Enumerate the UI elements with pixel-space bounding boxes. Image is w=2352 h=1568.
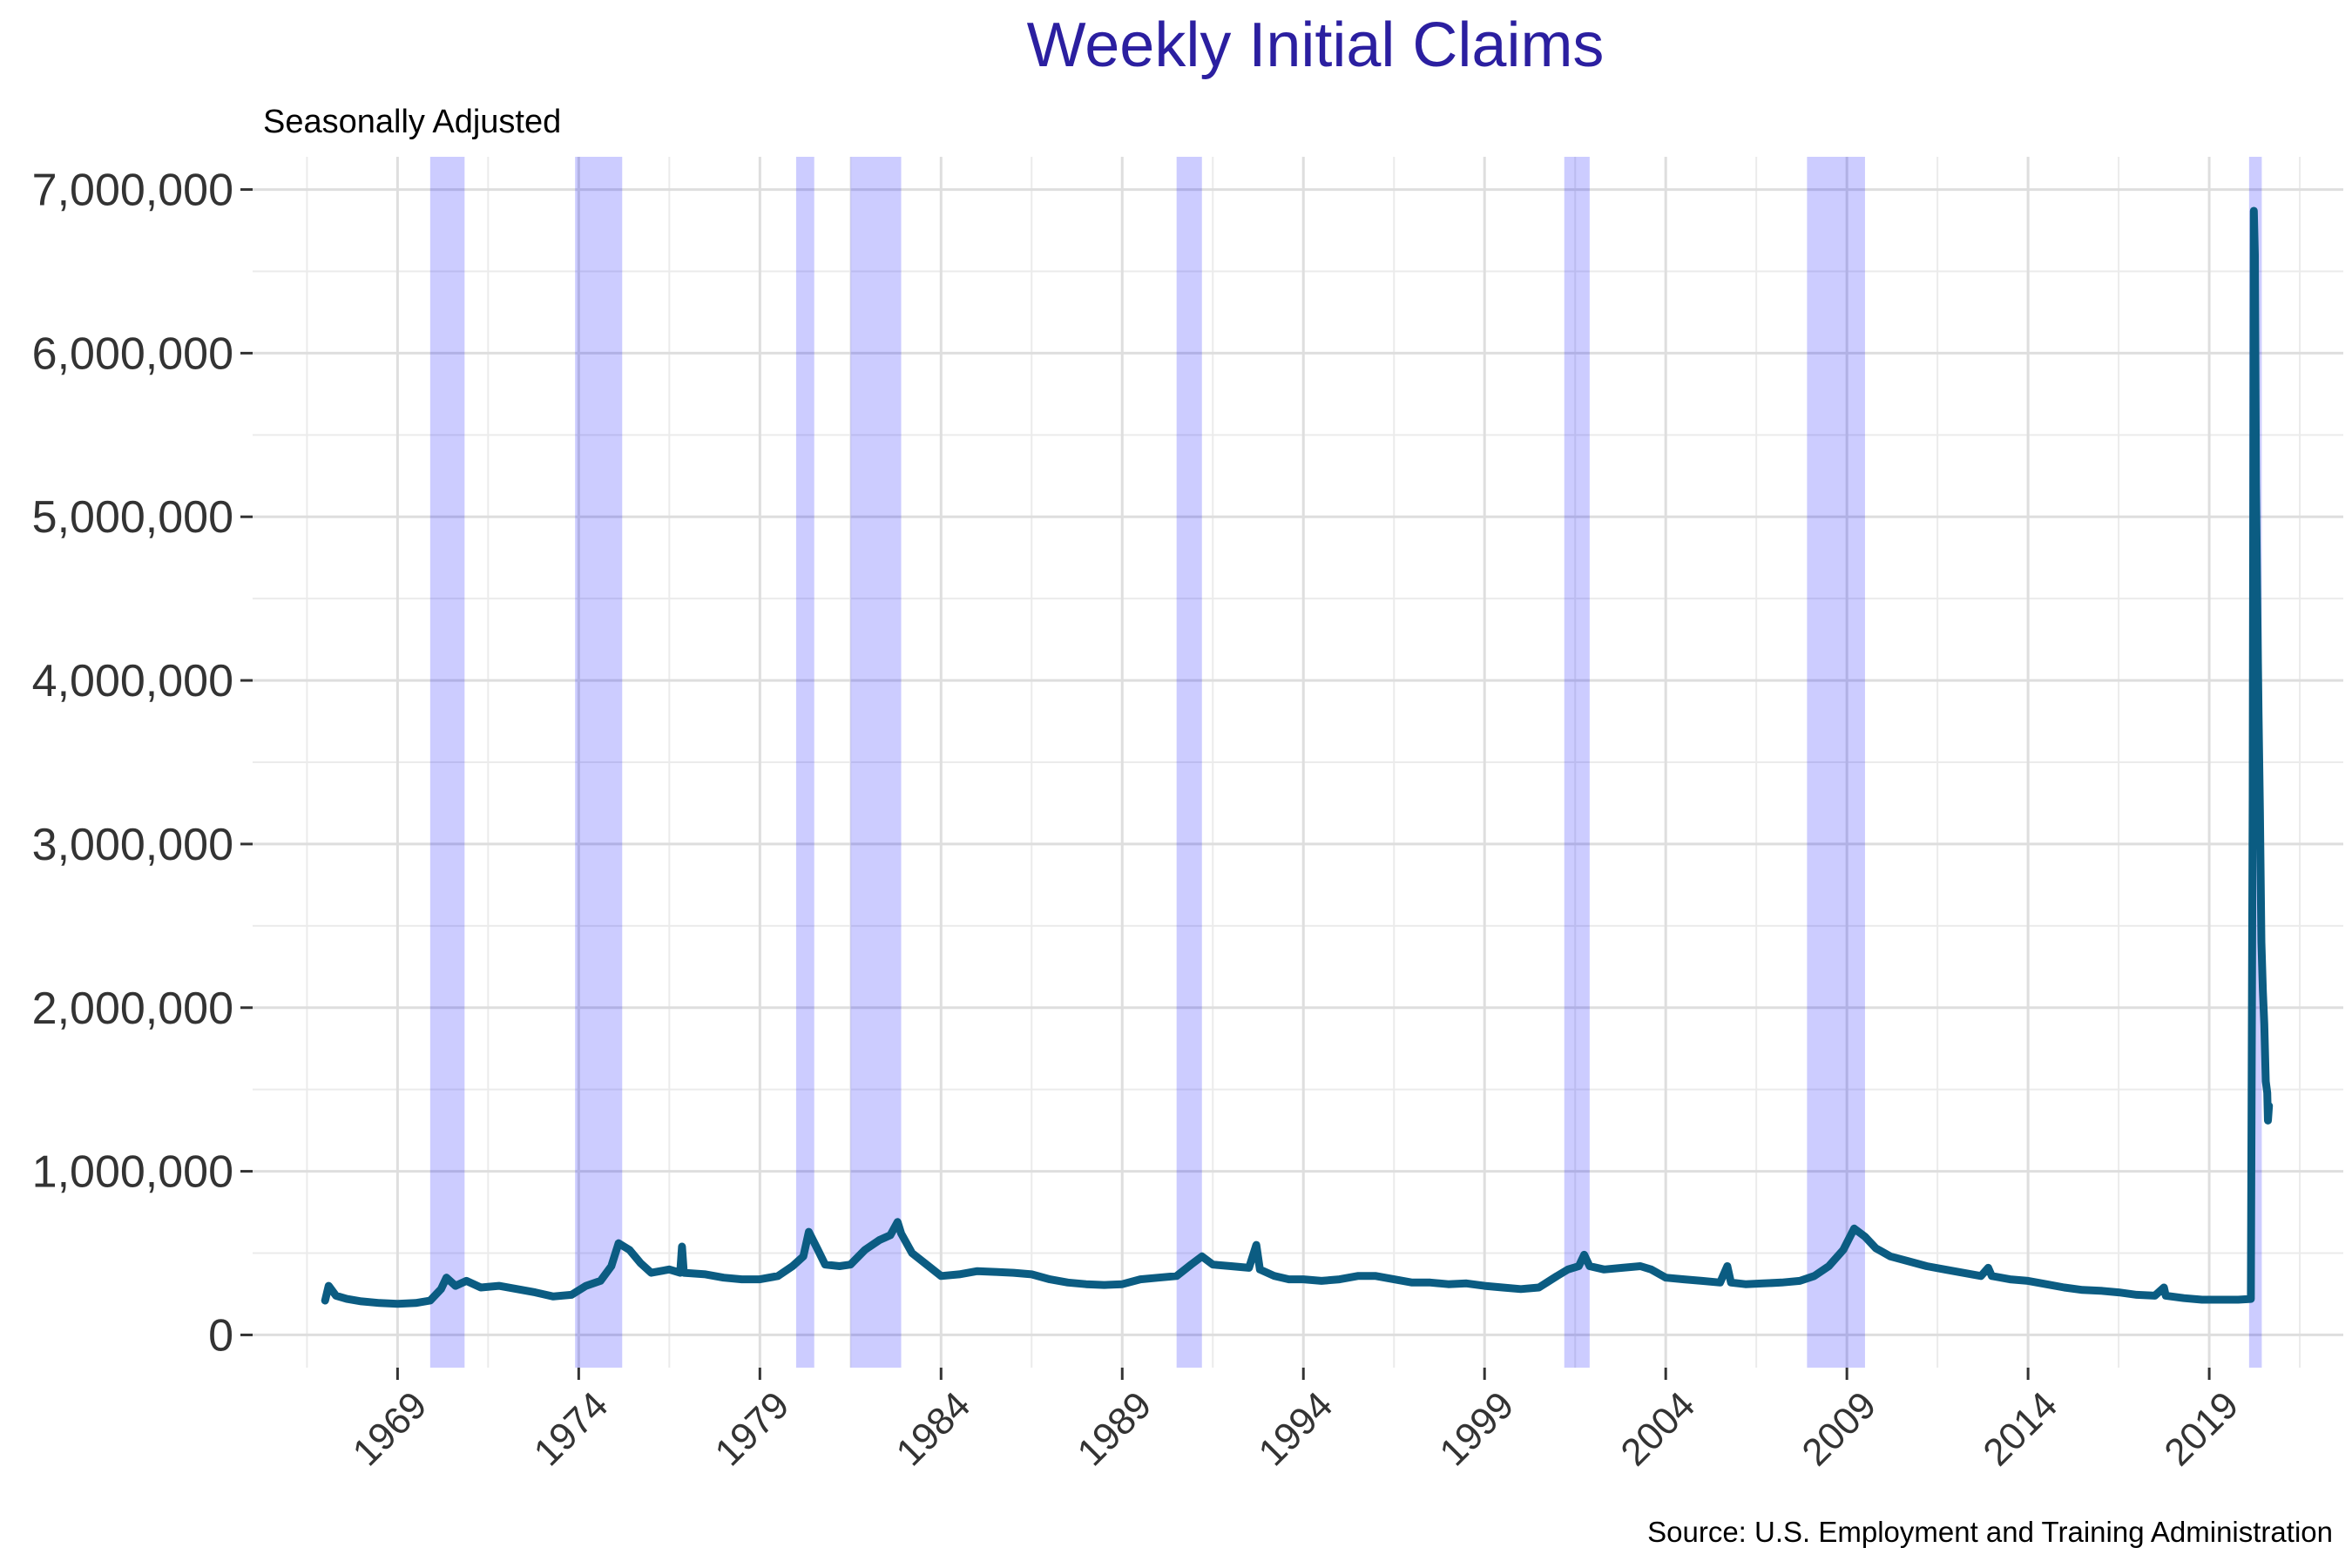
y-tick-label: 0 xyxy=(208,1310,233,1361)
x-tick-label: 1969 xyxy=(345,1383,436,1474)
y-tick-label: 4,000,000 xyxy=(32,656,233,706)
series-layer xyxy=(321,206,2274,1308)
recession-band xyxy=(1176,157,1202,1368)
x-tick-label: 2019 xyxy=(2156,1383,2247,1474)
x-tick-label: 2014 xyxy=(1975,1383,2065,1474)
y-tick-label: 5,000,000 xyxy=(32,492,233,543)
x-tick-label: 1999 xyxy=(1431,1383,1522,1474)
y-tick-label: 6,000,000 xyxy=(32,328,233,379)
x-tick-label: 1989 xyxy=(1070,1383,1160,1474)
recession-band xyxy=(1807,157,1865,1368)
y-tick-label: 2,000,000 xyxy=(32,983,233,1034)
chart-title: Weekly Initial Claims xyxy=(1027,10,1605,80)
grid xyxy=(253,157,2343,1368)
x-tick-label: 2004 xyxy=(1612,1383,1703,1474)
y-tick-label: 3,000,000 xyxy=(32,820,233,870)
recession-band xyxy=(1564,157,1590,1368)
y-tick-label: 1,000,000 xyxy=(32,1147,233,1198)
recession-band xyxy=(429,157,465,1368)
source-note: Source: U.S. Employment and Training Adm… xyxy=(1647,1516,2333,1548)
recession-band xyxy=(575,157,623,1368)
x-tick-label: 1994 xyxy=(1251,1383,1342,1474)
chart-subtitle: Seasonally Adjusted xyxy=(263,104,561,140)
x-tick-label: 1979 xyxy=(707,1383,798,1474)
x-axis: 1969 1974 1979 1984 1989 1994 1999 2004 2009 2014… xyxy=(345,1368,2247,1474)
x-tick-label: 1974 xyxy=(526,1383,617,1474)
series-line xyxy=(321,206,2274,1308)
y-axis: 0 1,000,000 2,000,000 3,000,000 4,000,000 5,0… xyxy=(32,166,253,1361)
recession-bands xyxy=(429,157,2262,1368)
x-tick-label: 2009 xyxy=(1794,1383,1884,1474)
recession-band xyxy=(795,157,814,1368)
recession-band xyxy=(850,157,902,1368)
y-tick-label: 7,000,000 xyxy=(32,166,233,216)
x-tick-label: 1984 xyxy=(889,1383,979,1474)
